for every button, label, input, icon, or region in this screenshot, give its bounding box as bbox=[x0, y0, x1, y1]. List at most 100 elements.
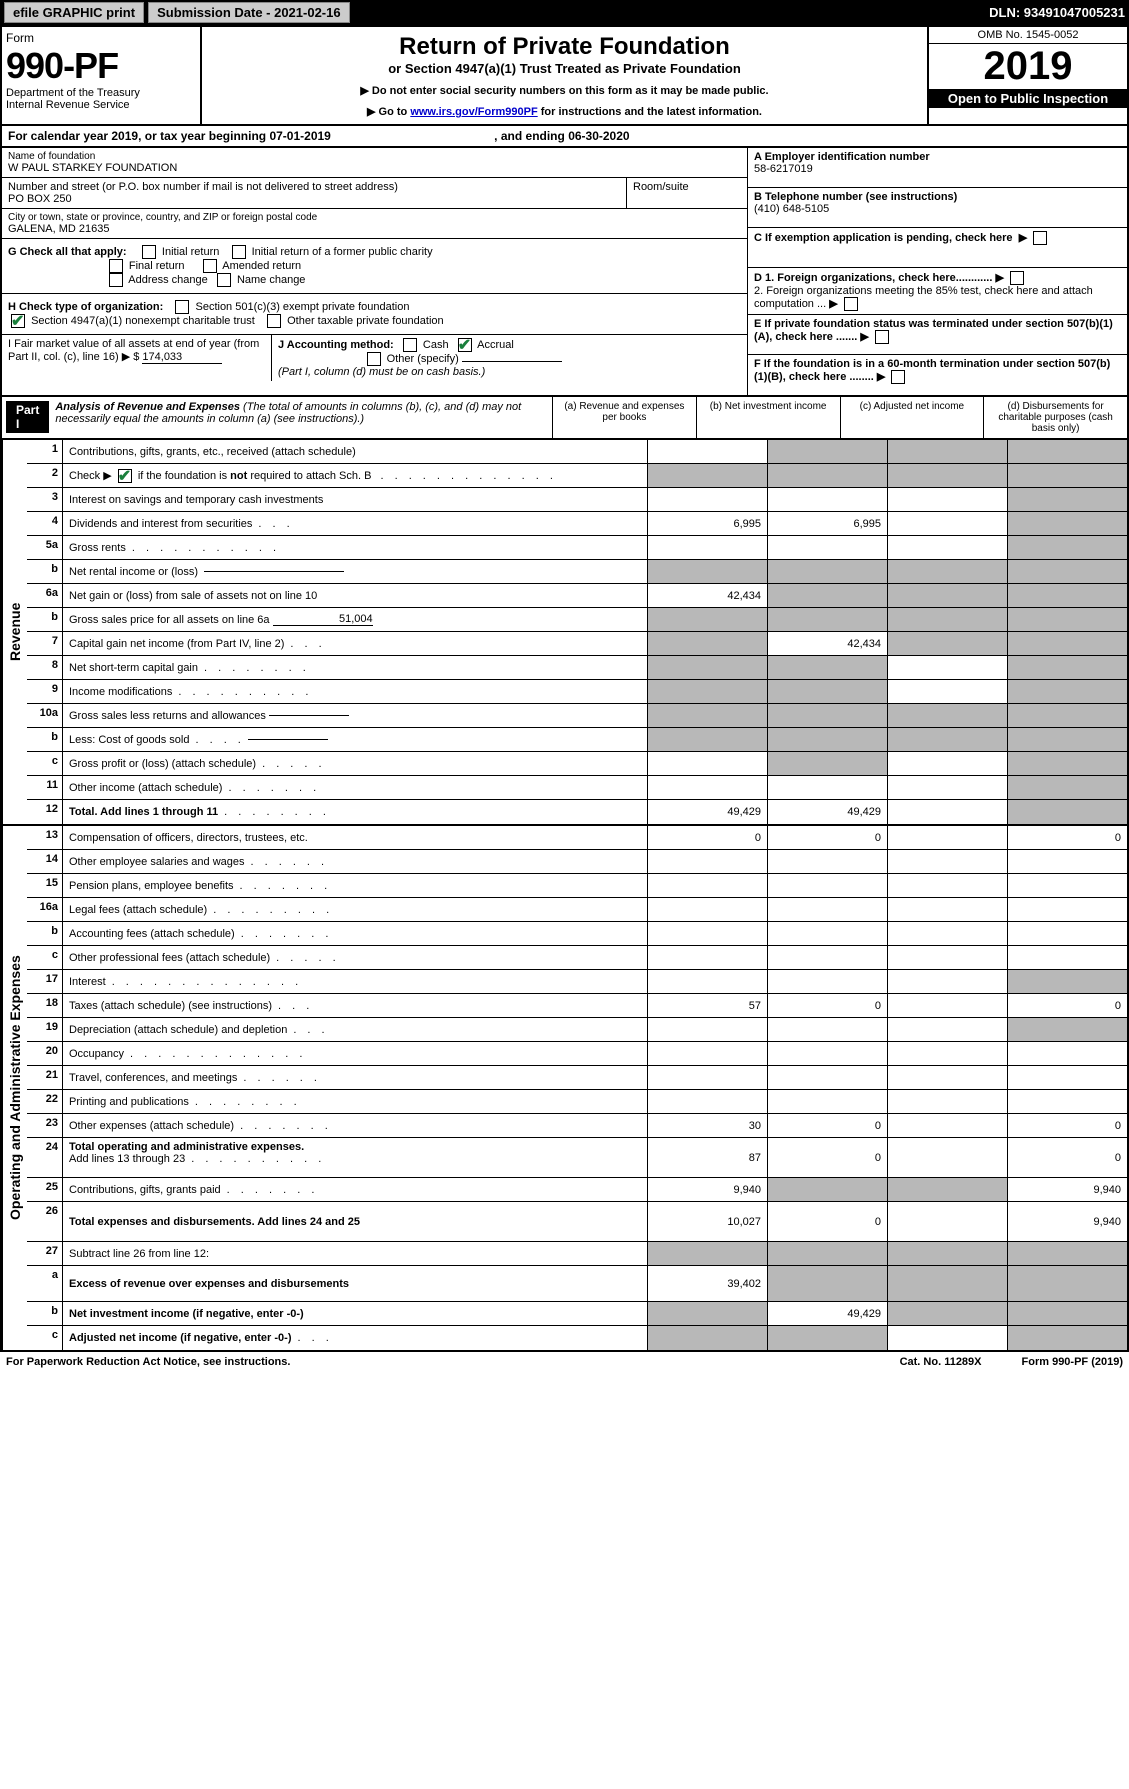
dln: DLN: 93491047005231 bbox=[989, 5, 1125, 20]
h-o2: Section 4947(a)(1) nonexempt charitable … bbox=[31, 315, 255, 327]
form-label: Form bbox=[6, 31, 196, 45]
col-b-header: (b) Net investment income bbox=[696, 397, 840, 438]
cal-pre: For calendar year 2019, or tax year begi… bbox=[8, 129, 269, 143]
chk-name-change[interactable] bbox=[217, 273, 231, 287]
row-2: 2Check ▶ if the foundation is not requir… bbox=[27, 464, 1127, 488]
row-10b: bLess: Cost of goods sold. . . . bbox=[27, 728, 1127, 752]
chk-accrual[interactable] bbox=[458, 338, 472, 352]
g-check-row: G Check all that apply: Initial return I… bbox=[2, 239, 747, 294]
name-label: Name of foundation bbox=[8, 151, 741, 162]
chk-initial-former[interactable] bbox=[232, 245, 246, 259]
f-cell: F If the foundation is in a 60-month ter… bbox=[748, 355, 1127, 395]
h-label: H Check type of organization: bbox=[8, 301, 163, 313]
ij-row: I Fair market value of all assets at end… bbox=[2, 335, 747, 381]
form-note-1: ▶ Do not enter social security numbers o… bbox=[208, 84, 921, 97]
omb-number: OMB No. 1545-0052 bbox=[929, 27, 1127, 44]
chk-final-return[interactable] bbox=[109, 259, 123, 273]
chk-c[interactable] bbox=[1033, 231, 1047, 245]
j-other: Other (specify) bbox=[387, 353, 459, 365]
row-12: 12Total. Add lines 1 through 11. . . . .… bbox=[27, 800, 1127, 824]
city-cell: City or town, state or province, country… bbox=[2, 209, 747, 239]
form-title: Return of Private Foundation bbox=[208, 33, 921, 61]
ein-cell: A Employer identification number 58-6217… bbox=[748, 148, 1127, 188]
revenue-rows: 1Contributions, gifts, grants, etc., rec… bbox=[27, 440, 1127, 824]
expenses-rows: 13Compensation of officers, directors, t… bbox=[27, 826, 1127, 1350]
info-grid: Name of foundation W PAUL STARKEY FOUNDA… bbox=[0, 148, 1129, 397]
expenses-table: Operating and Administrative Expenses 13… bbox=[0, 826, 1129, 1352]
page-footer: For Paperwork Reduction Act Notice, see … bbox=[0, 1352, 1129, 1372]
part1-header: Part I Analysis of Revenue and Expenses … bbox=[0, 397, 1129, 440]
top-bar: efile GRAPHIC print Submission Date - 20… bbox=[0, 0, 1129, 25]
row-4: 4Dividends and interest from securities.… bbox=[27, 512, 1127, 536]
cal-end: 06-30-2020 bbox=[568, 129, 629, 143]
chk-address-change[interactable] bbox=[109, 273, 123, 287]
form-header: Form 990-PF Department of the Treasury I… bbox=[0, 25, 1129, 126]
submission-date: Submission Date - 2021-02-16 bbox=[148, 2, 350, 23]
chk-e[interactable] bbox=[875, 330, 889, 344]
col-a-header: (a) Revenue and expenses per books bbox=[552, 397, 696, 438]
calendar-year-row: For calendar year 2019, or tax year begi… bbox=[0, 126, 1129, 148]
chk-amended[interactable] bbox=[203, 259, 217, 273]
name-value: W PAUL STARKEY FOUNDATION bbox=[8, 162, 741, 174]
city-value: GALENA, MD 21635 bbox=[8, 223, 741, 235]
row-5a: 5aGross rents. . . . . . . . . . . bbox=[27, 536, 1127, 560]
phone-cell: B Telephone number (see instructions) (4… bbox=[748, 188, 1127, 228]
form-number: 990-PF bbox=[6, 45, 196, 87]
row-21: 21Travel, conferences, and meetings. . .… bbox=[27, 1066, 1127, 1090]
chk-other-method[interactable] bbox=[367, 352, 381, 366]
part1-title: Analysis of Revenue and Expenses bbox=[55, 401, 240, 413]
chk-f[interactable] bbox=[891, 370, 905, 384]
col-c-header: (c) Adjusted net income bbox=[840, 397, 984, 438]
chk-sch-b[interactable] bbox=[118, 469, 132, 483]
j-cell: J Accounting method: Cash Accrual Other … bbox=[272, 335, 747, 381]
chk-d1[interactable] bbox=[1010, 271, 1024, 285]
chk-d2[interactable] bbox=[844, 297, 858, 311]
row-17: 17Interest. . . . . . . . . . . . . . bbox=[27, 970, 1127, 994]
chk-other-taxable[interactable] bbox=[267, 314, 281, 328]
i-value: 174,033 bbox=[142, 351, 222, 364]
h-o3: Other taxable private foundation bbox=[287, 315, 444, 327]
foundation-name-cell: Name of foundation W PAUL STARKEY FOUNDA… bbox=[2, 148, 747, 178]
chk-initial-return[interactable] bbox=[142, 245, 156, 259]
address-row: Number and street (or P.O. box number if… bbox=[2, 178, 747, 209]
form-note-2: ▶ Go to www.irs.gov/Form990PF for instru… bbox=[208, 105, 921, 118]
d-cell: D 1. Foreign organizations, check here..… bbox=[748, 268, 1127, 315]
cal-begin: 07-01-2019 bbox=[269, 129, 330, 143]
row-19: 19Depreciation (attach schedule) and dep… bbox=[27, 1018, 1127, 1042]
a-value: 58-6217019 bbox=[754, 163, 813, 175]
chk-cash[interactable] bbox=[403, 338, 417, 352]
row-16c: cOther professional fees (attach schedul… bbox=[27, 946, 1127, 970]
part1-left: Part I Analysis of Revenue and Expenses … bbox=[2, 397, 552, 438]
open-inspection: Open to Public Inspection bbox=[929, 89, 1127, 108]
footer-catno: Cat. No. 11289X bbox=[900, 1356, 982, 1368]
row-20: 20Occupancy. . . . . . . . . . . . . bbox=[27, 1042, 1127, 1066]
b-label: B Telephone number (see instructions) bbox=[754, 191, 957, 203]
info-right: A Employer identification number 58-6217… bbox=[747, 148, 1127, 395]
row-16b: bAccounting fees (attach schedule). . . … bbox=[27, 922, 1127, 946]
efile-print-button[interactable]: efile GRAPHIC print bbox=[4, 2, 144, 23]
i-cell: I Fair market value of all assets at end… bbox=[2, 335, 272, 381]
footer-form: Form 990-PF (2019) bbox=[1022, 1356, 1123, 1368]
f-label: F If the foundation is in a 60-month ter… bbox=[754, 358, 1110, 383]
e-cell: E If private foundation status was termi… bbox=[748, 315, 1127, 355]
note2-pre: ▶ Go to bbox=[367, 106, 410, 118]
row-1: 1Contributions, gifts, grants, etc., rec… bbox=[27, 440, 1127, 464]
j-cash: Cash bbox=[423, 339, 449, 351]
d2-label: 2. Foreign organizations meeting the 85%… bbox=[754, 285, 1093, 310]
row-6a: 6aNet gain or (loss) from sale of assets… bbox=[27, 584, 1127, 608]
expenses-label: Operating and Administrative Expenses bbox=[2, 826, 27, 1350]
g-o2: Initial return of a former public charit… bbox=[252, 246, 433, 258]
row-27a: aExcess of revenue over expenses and dis… bbox=[27, 1266, 1127, 1302]
street-cell: Number and street (or P.O. box number if… bbox=[2, 178, 627, 209]
revenue-label: Revenue bbox=[2, 440, 27, 824]
g-o4: Amended return bbox=[222, 260, 301, 272]
chk-501c3[interactable] bbox=[175, 300, 189, 314]
note2-post: for instructions and the latest informat… bbox=[538, 106, 762, 118]
form-title-block: Return of Private Foundation or Section … bbox=[202, 27, 927, 124]
a-label: A Employer identification number bbox=[754, 151, 930, 163]
chk-4947a1[interactable] bbox=[11, 314, 25, 328]
form990pf-link[interactable]: www.irs.gov/Form990PF bbox=[410, 106, 537, 118]
row-6b: bGross sales price for all assets on lin… bbox=[27, 608, 1127, 632]
street-label: Number and street (or P.O. box number if… bbox=[8, 181, 620, 193]
dept-treasury: Department of the Treasury bbox=[6, 87, 196, 99]
